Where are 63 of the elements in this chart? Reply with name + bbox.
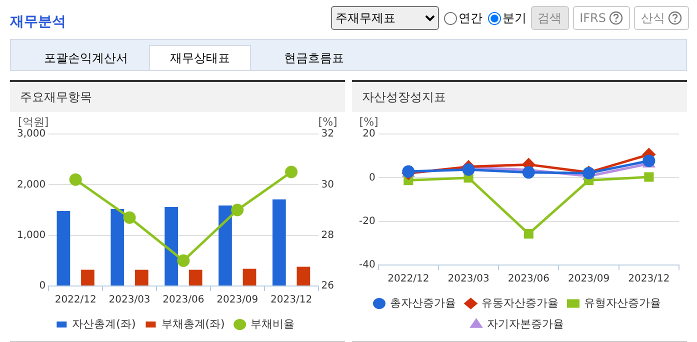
point [231, 204, 244, 216]
point [69, 173, 82, 186]
text: 연간 [458, 10, 483, 26]
point [123, 211, 136, 224]
x-tick-label: 2023/12 [270, 294, 312, 306]
legend-label: 총자산증가율 [390, 296, 456, 310]
y2-tick-label: 30 [321, 179, 334, 190]
y2-axis-title: [%] [318, 115, 338, 128]
y-tick-label: -40 [358, 260, 376, 271]
legend-label: 유형자산증가율 [584, 296, 661, 310]
text: 주재무제표 [330, 6, 439, 30]
x-tick-label: 2023/09 [568, 274, 610, 285]
bar [188, 270, 202, 286]
bar [110, 208, 124, 286]
y-tick-label: 20 [362, 128, 376, 140]
point [177, 254, 190, 267]
legend-label: 부채총계(좌) [161, 317, 225, 330]
text: 재무상태표 [149, 45, 251, 70]
point [462, 163, 475, 176]
bar [81, 270, 94, 286]
text: 포괄손익계산서 [43, 50, 129, 67]
legend-label: 자산총계(좌) [72, 317, 136, 330]
x-tick-label: 2023/06 [162, 294, 204, 306]
text: 검색 [530, 6, 569, 30]
legend-label: 부채비율 [250, 317, 294, 330]
bar [56, 211, 70, 286]
x-tick-label: 2023/09 [216, 294, 258, 306]
point [524, 228, 534, 239]
y-tick-label: 3,000 [16, 128, 46, 140]
y-tick-label: 2,000 [16, 179, 46, 190]
y2-tick-label: 28 [321, 230, 334, 241]
bar [242, 268, 256, 286]
text: 분기 [502, 10, 527, 26]
legend-label: 자기자본증가율 [486, 317, 564, 330]
bar [218, 205, 232, 286]
text: IFRS [572, 6, 630, 30]
bar [272, 199, 286, 286]
y2-tick-label: 32 [321, 128, 334, 140]
text: 산식 [634, 6, 689, 30]
legend-label: 유동자산증가율 [481, 296, 558, 310]
x-tick-label: 2023/03 [108, 294, 150, 306]
text: 재무분석 [10, 13, 67, 31]
bar [134, 270, 148, 286]
bar [164, 206, 178, 286]
x-tick-label: 2023/03 [448, 274, 490, 285]
y-tick-label: -20 [358, 216, 376, 227]
bar [296, 266, 310, 286]
x-tick-label: 2023/06 [508, 274, 550, 285]
point [644, 172, 654, 182]
y-tick-label: 0 [39, 280, 46, 292]
y2-tick-label: 26 [321, 280, 334, 292]
point [285, 166, 298, 178]
x-tick-label: 2022/12 [54, 294, 96, 306]
x-tick-label: 2022/12 [388, 274, 430, 285]
y-axis-title: [억원] [18, 115, 49, 128]
chart-title: 자산성장성지표 [352, 82, 687, 112]
y-axis-title: [%] [359, 115, 378, 128]
y-tick-label: 0 [368, 172, 376, 184]
point [522, 166, 535, 179]
x-tick-label: 2023/12 [628, 274, 670, 285]
text: 현금흐름표 [283, 50, 345, 67]
y-tick-label: 1,000 [16, 230, 46, 241]
chart-title: 주요재무항목 [10, 82, 345, 112]
